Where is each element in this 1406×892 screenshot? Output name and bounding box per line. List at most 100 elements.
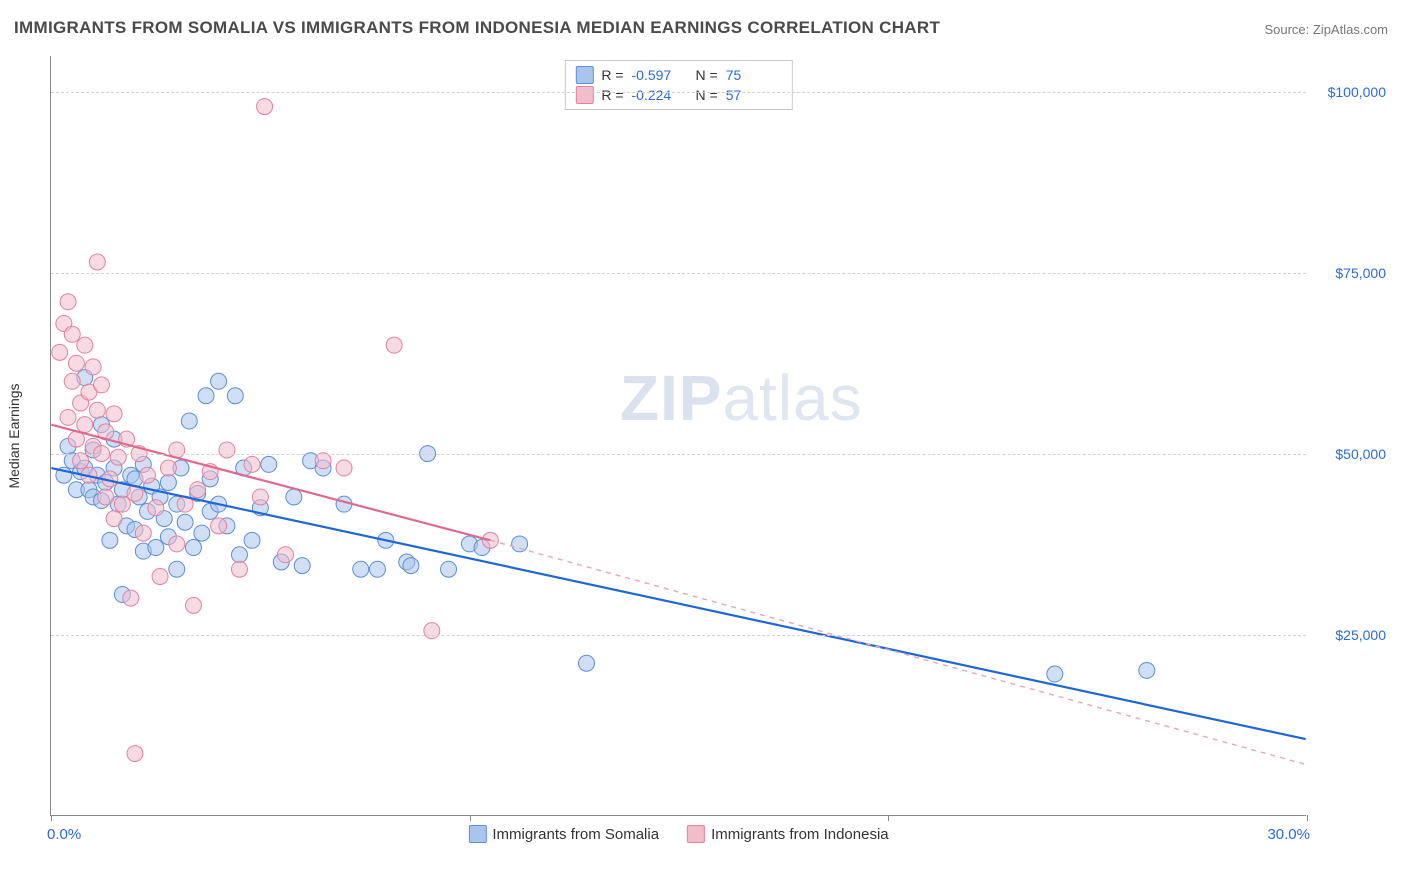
gridline-h bbox=[51, 454, 1306, 455]
scatter-point-somalia bbox=[236, 460, 252, 476]
scatter-point-somalia bbox=[474, 540, 490, 556]
scatter-point-somalia bbox=[169, 496, 185, 512]
y-axis-tick-label: $100,000 bbox=[1314, 84, 1386, 100]
scatter-point-somalia bbox=[227, 388, 243, 404]
y-axis-tick-label: $75,000 bbox=[1314, 265, 1386, 281]
scatter-point-indonesia bbox=[114, 496, 130, 512]
scatter-point-somalia bbox=[127, 471, 143, 487]
scatter-point-indonesia bbox=[102, 471, 118, 487]
scatter-point-somalia bbox=[512, 536, 528, 552]
scatter-point-somalia bbox=[211, 496, 227, 512]
scatter-point-somalia bbox=[261, 456, 277, 472]
scatter-point-somalia bbox=[202, 471, 218, 487]
scatter-point-somalia bbox=[152, 489, 168, 505]
scatter-point-somalia bbox=[160, 529, 176, 545]
scatter-point-somalia bbox=[81, 482, 97, 498]
scatter-point-indonesia bbox=[68, 355, 84, 371]
scatter-point-somalia bbox=[1139, 662, 1155, 678]
scatter-point-indonesia bbox=[89, 254, 105, 270]
scatter-point-indonesia bbox=[60, 409, 76, 425]
scatter-point-somalia bbox=[294, 558, 310, 574]
scatter-point-somalia bbox=[273, 554, 289, 570]
scatter-point-indonesia bbox=[177, 496, 193, 512]
legend-label-indonesia: Immigrants from Indonesia bbox=[711, 826, 889, 843]
scatter-point-somalia bbox=[219, 518, 235, 534]
gridline-h bbox=[51, 92, 1306, 93]
scatter-point-indonesia bbox=[127, 746, 143, 762]
legend-swatch-indonesia bbox=[687, 825, 705, 843]
scatter-point-indonesia bbox=[148, 500, 164, 516]
scatter-point-somalia bbox=[1047, 666, 1063, 682]
scatter-point-somalia bbox=[119, 518, 135, 534]
scatter-point-somalia bbox=[131, 489, 147, 505]
scatter-point-somalia bbox=[190, 485, 206, 501]
scatter-point-somalia bbox=[579, 655, 595, 671]
scatter-point-somalia bbox=[185, 540, 201, 556]
trend-line bbox=[490, 540, 1305, 764]
scatter-point-somalia bbox=[85, 489, 101, 505]
scatter-point-somalia bbox=[211, 373, 227, 389]
scatter-point-somalia bbox=[110, 496, 126, 512]
legend-stats-box: R = -0.597 N = 75 R = -0.224 N = 57 bbox=[564, 60, 792, 110]
scatter-point-somalia bbox=[56, 467, 72, 483]
scatter-point-indonesia bbox=[98, 424, 114, 440]
scatter-point-somalia bbox=[369, 561, 385, 577]
scatter-point-somalia bbox=[403, 558, 419, 574]
scatter-point-somalia bbox=[106, 431, 122, 447]
scatter-point-indonesia bbox=[386, 337, 402, 353]
scatter-point-indonesia bbox=[94, 377, 110, 393]
scatter-point-indonesia bbox=[127, 485, 143, 501]
scatter-point-indonesia bbox=[257, 99, 273, 115]
scatter-point-indonesia bbox=[336, 460, 352, 476]
scatter-point-indonesia bbox=[81, 467, 97, 483]
scatter-point-somalia bbox=[315, 460, 331, 476]
scatter-point-somalia bbox=[127, 521, 143, 537]
scatter-point-indonesia bbox=[424, 623, 440, 639]
scatter-point-indonesia bbox=[64, 373, 80, 389]
scatter-point-indonesia bbox=[169, 536, 185, 552]
chart-svg-layer bbox=[51, 56, 1306, 815]
legend-swatch-somalia bbox=[575, 66, 593, 84]
scatter-point-indonesia bbox=[160, 460, 176, 476]
scatter-point-somalia bbox=[181, 413, 197, 429]
y-axis-tick-label: $50,000 bbox=[1314, 446, 1386, 462]
scatter-point-somalia bbox=[336, 496, 352, 512]
scatter-point-somalia bbox=[106, 460, 122, 476]
scatter-point-somalia bbox=[77, 370, 93, 386]
scatter-point-somalia bbox=[231, 547, 247, 563]
stats-n-value-somalia: 75 bbox=[726, 67, 782, 83]
scatter-point-indonesia bbox=[202, 464, 218, 480]
legend-label-somalia: Immigrants from Somalia bbox=[492, 826, 659, 843]
gridline-h bbox=[51, 635, 1306, 636]
scatter-point-indonesia bbox=[89, 402, 105, 418]
scatter-point-indonesia bbox=[135, 525, 151, 541]
watermark-bold: ZIP bbox=[620, 362, 723, 434]
scatter-point-somalia bbox=[140, 503, 156, 519]
scatter-point-somalia bbox=[441, 561, 457, 577]
stats-n-value-indonesia: 57 bbox=[726, 87, 782, 103]
scatter-point-somalia bbox=[60, 438, 76, 454]
watermark-light: atlas bbox=[722, 362, 862, 434]
bottom-legend: Immigrants from Somalia Immigrants from … bbox=[468, 825, 888, 843]
scatter-point-somalia bbox=[123, 467, 139, 483]
scatter-point-somalia bbox=[177, 514, 193, 530]
scatter-point-somalia bbox=[156, 511, 172, 527]
trend-line bbox=[51, 425, 490, 541]
scatter-point-somalia bbox=[198, 388, 214, 404]
scatter-point-indonesia bbox=[56, 315, 72, 331]
scatter-point-indonesia bbox=[68, 431, 84, 447]
legend-stats-row-somalia: R = -0.597 N = 75 bbox=[575, 65, 781, 85]
legend-stats-row-indonesia: R = -0.224 N = 57 bbox=[575, 85, 781, 105]
scatter-point-somalia bbox=[98, 474, 114, 490]
scatter-point-somalia bbox=[252, 500, 268, 516]
scatter-point-somalia bbox=[94, 493, 110, 509]
y-axis-tick-label: $25,000 bbox=[1314, 627, 1386, 643]
scatter-point-indonesia bbox=[73, 395, 89, 411]
legend-item-somalia: Immigrants from Somalia bbox=[468, 825, 659, 843]
source-label: Source: ZipAtlas.com bbox=[1264, 22, 1388, 37]
scatter-point-indonesia bbox=[190, 482, 206, 498]
scatter-point-somalia bbox=[135, 456, 151, 472]
scatter-point-indonesia bbox=[140, 467, 156, 483]
scatter-point-indonesia bbox=[211, 518, 227, 534]
scatter-point-indonesia bbox=[482, 532, 498, 548]
